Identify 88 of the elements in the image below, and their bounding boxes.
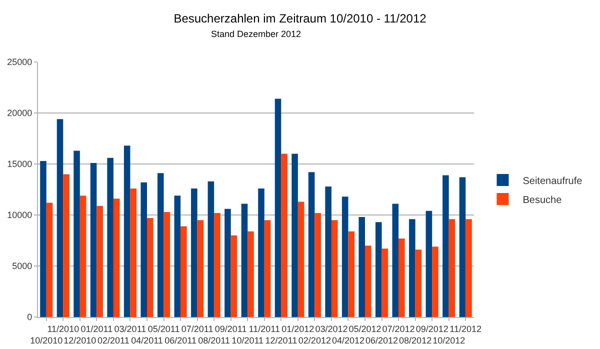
bar — [248, 231, 254, 317]
x-tick-label: 03/2011 — [114, 324, 146, 334]
bar — [140, 182, 147, 317]
x-tick-label: 08/2011 — [198, 336, 230, 346]
chart-title: Besucherzahlen im Zeitraum 10/2010 - 11/2012 — [174, 11, 427, 26]
x-tick-label: 12/2011 — [265, 336, 298, 346]
bar — [113, 198, 120, 317]
x-tick-label: 02/2011 — [98, 336, 130, 346]
x-tick-label: 01/2011 — [80, 324, 113, 334]
bar — [56, 119, 64, 317]
x-tick-label: 10/2010 — [30, 336, 63, 346]
bar — [314, 212, 321, 317]
bar — [442, 175, 449, 317]
bar — [46, 202, 53, 317]
bar — [90, 162, 97, 317]
x-tick-label: 01/2012 — [282, 324, 314, 334]
bar — [197, 220, 204, 317]
x-tick-label: 09/2012 — [416, 324, 448, 334]
x-tick-label: 09/2011 — [214, 324, 247, 334]
bar — [292, 154, 298, 317]
y-tick-label: 20000 — [7, 108, 32, 118]
legend-label: Besuche — [522, 194, 562, 206]
bar — [409, 219, 416, 317]
bar — [375, 222, 382, 317]
x-tick-label: 11/2011 — [248, 324, 280, 334]
bar — [40, 160, 46, 317]
bar — [426, 210, 432, 317]
bar — [415, 250, 422, 317]
bar — [298, 202, 304, 317]
x-tick-label: 10/2011 — [232, 336, 264, 346]
bar — [281, 154, 288, 317]
bar — [331, 220, 338, 317]
bar — [348, 231, 355, 317]
bar — [157, 173, 164, 317]
bar — [191, 188, 198, 317]
x-tick-label: 07/2011 — [181, 324, 214, 334]
bar — [392, 204, 399, 317]
bar — [342, 196, 348, 317]
x-tick-label: 08/2012 — [399, 336, 432, 346]
bar — [147, 218, 154, 317]
bar — [63, 174, 70, 317]
bar — [274, 98, 282, 317]
x-tick-label: 02/2012 — [298, 336, 331, 346]
y-tick-label: 5000 — [12, 261, 32, 272]
bar — [241, 204, 248, 317]
bar — [365, 246, 372, 317]
bar — [180, 226, 187, 317]
x-tick-label: 06/2011 — [164, 336, 196, 346]
x-tick-label: 12/2010 — [64, 336, 96, 346]
bar — [107, 158, 114, 317]
x-tick-label: 05/2011 — [148, 324, 180, 334]
x-tick-label: 07/2012 — [382, 324, 415, 334]
chart-subtitle: Stand Dezember 2012 — [211, 29, 302, 39]
bar — [164, 212, 170, 317]
bar — [459, 177, 466, 317]
bar — [214, 212, 220, 317]
x-tick-label: 03/2012 — [315, 324, 348, 334]
bar — [466, 219, 472, 317]
y-tick-label: 0 — [27, 312, 32, 322]
x-tick-label: 11/2012 — [450, 324, 482, 334]
x-tick-label: 06/2012 — [365, 336, 398, 346]
bar — [224, 208, 231, 317]
x-tick-label: 11/2010 — [47, 324, 80, 334]
bar — [308, 172, 315, 317]
bar — [74, 150, 80, 317]
bar — [448, 219, 456, 317]
bar — [432, 246, 438, 317]
bar — [174, 196, 181, 317]
bar — [398, 238, 405, 317]
bar — [325, 186, 332, 317]
bar — [96, 206, 103, 317]
bar — [124, 146, 130, 317]
bar — [382, 248, 388, 317]
bar — [358, 217, 365, 317]
x-tick-label: 05/2012 — [348, 324, 382, 334]
x-tick-label: 04/2012 — [332, 336, 365, 346]
y-tick-label: 10000 — [7, 210, 32, 220]
bar — [130, 188, 137, 317]
x-tick-label: 04/2011 — [131, 336, 163, 346]
y-tick-label: 25000 — [7, 57, 32, 68]
x-tick-label: 10/2012 — [432, 336, 466, 346]
y-tick-label: 15000 — [7, 159, 32, 170]
bar — [80, 196, 86, 317]
bar — [258, 188, 264, 317]
bar — [208, 181, 214, 317]
legend-label: Seitenaufrufe — [522, 176, 583, 187]
bar — [264, 220, 271, 317]
bar — [230, 235, 238, 317]
